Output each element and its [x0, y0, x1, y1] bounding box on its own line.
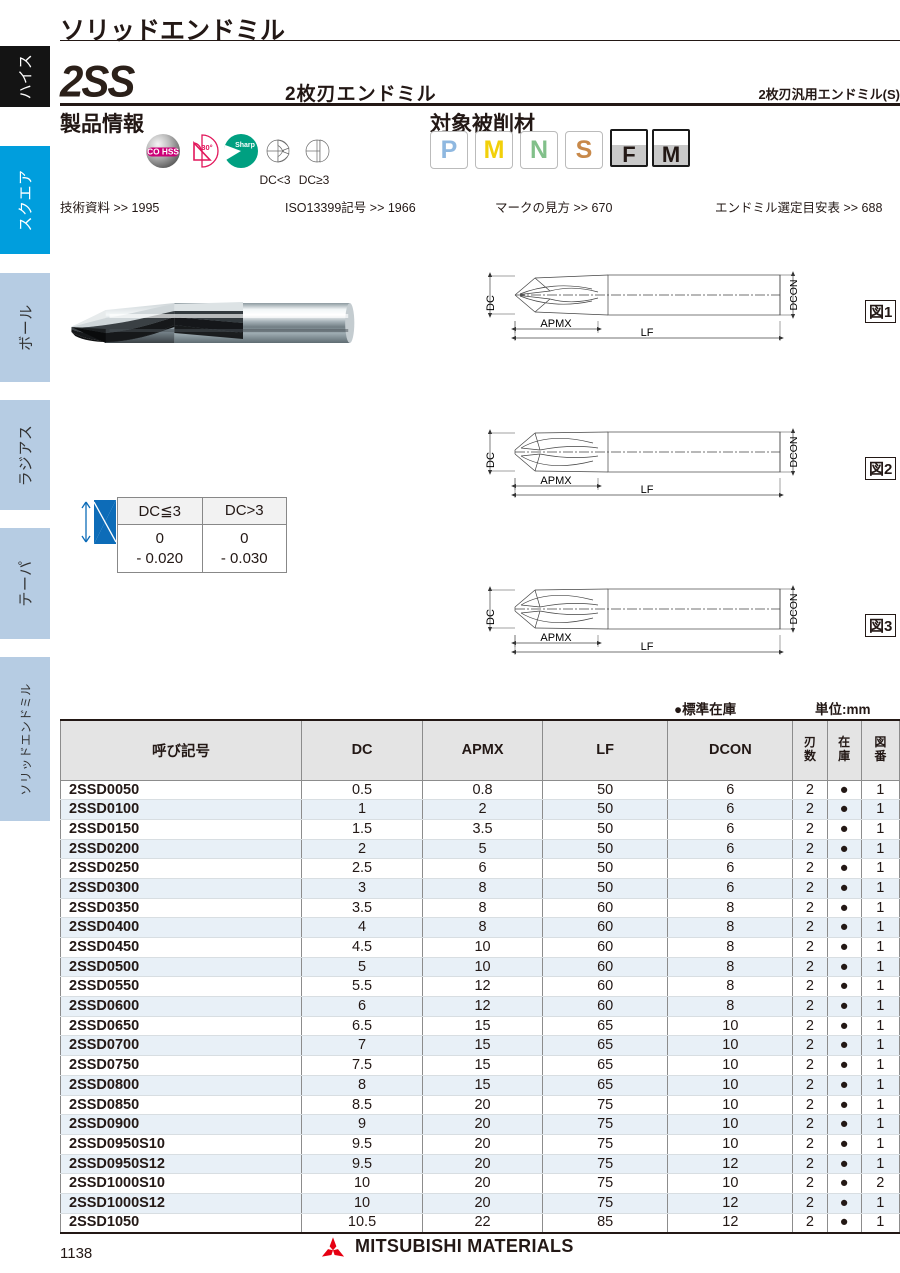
svg-text:DC: DC	[485, 609, 497, 625]
svg-text:LF: LF	[641, 484, 654, 496]
svg-text:LF: LF	[641, 641, 654, 653]
svg-text:APMX: APMX	[540, 632, 572, 644]
svg-text:APMX: APMX	[540, 475, 572, 487]
svg-text:CO HSS: CO HSS	[147, 147, 179, 157]
svg-text:DCON: DCON	[788, 280, 800, 311]
svg-text:APMX: APMX	[540, 318, 572, 330]
svg-text:DC: DC	[485, 295, 497, 311]
svg-text:30°: 30°	[201, 143, 212, 152]
svg-text:DC: DC	[485, 452, 497, 468]
svg-text:DCON: DCON	[788, 437, 800, 468]
svg-text:Sharp: Sharp	[235, 142, 255, 149]
svg-text:LF: LF	[641, 327, 654, 339]
svg-text:DCON: DCON	[788, 594, 800, 625]
